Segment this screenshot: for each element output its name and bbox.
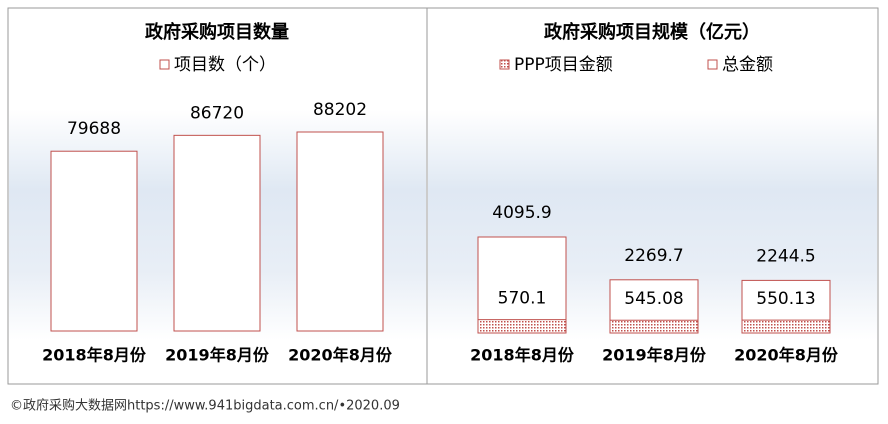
x-tick-label: 2020年8月份 xyxy=(734,346,839,365)
x-tick-label: 2018年8月份 xyxy=(42,346,147,365)
legend-label: PPP项目金额 xyxy=(514,55,613,75)
legend-swatch xyxy=(159,59,170,70)
bar xyxy=(50,150,138,332)
x-tick-label: 2019年8月份 xyxy=(165,346,270,365)
bar xyxy=(477,236,567,334)
value-label: 79688 xyxy=(67,119,121,139)
value-label: 570.1 xyxy=(498,289,547,309)
x-tick-label: 2020年8月份 xyxy=(288,346,393,365)
bar xyxy=(173,134,261,332)
x-tick-label: 2019年8月份 xyxy=(602,346,707,365)
bar xyxy=(296,131,384,332)
value-label: 550.13 xyxy=(756,289,815,309)
chart-title: 政府采购项目数量 xyxy=(145,21,289,43)
legend-label: 项目数（个） xyxy=(174,55,276,75)
bar xyxy=(741,319,831,334)
value-label: 4095.9 xyxy=(492,203,551,223)
bar xyxy=(477,319,567,334)
value-label: 2269.7 xyxy=(624,246,683,266)
bar xyxy=(609,319,699,334)
value-label: 2244.5 xyxy=(756,246,815,266)
legend-swatch xyxy=(707,59,718,70)
value-label: 545.08 xyxy=(624,289,683,309)
x-tick-label: 2018年8月份 xyxy=(470,346,575,365)
chart-title: 政府采购项目规模（亿元） xyxy=(544,21,760,43)
value-label: 88202 xyxy=(313,100,367,120)
source: ©政府采购大数据网https://www.941bigdata.com.cn/•… xyxy=(10,398,400,414)
legend-swatch xyxy=(499,59,510,70)
legend-label: 总金额 xyxy=(722,55,773,75)
value-label: 86720 xyxy=(190,103,244,123)
